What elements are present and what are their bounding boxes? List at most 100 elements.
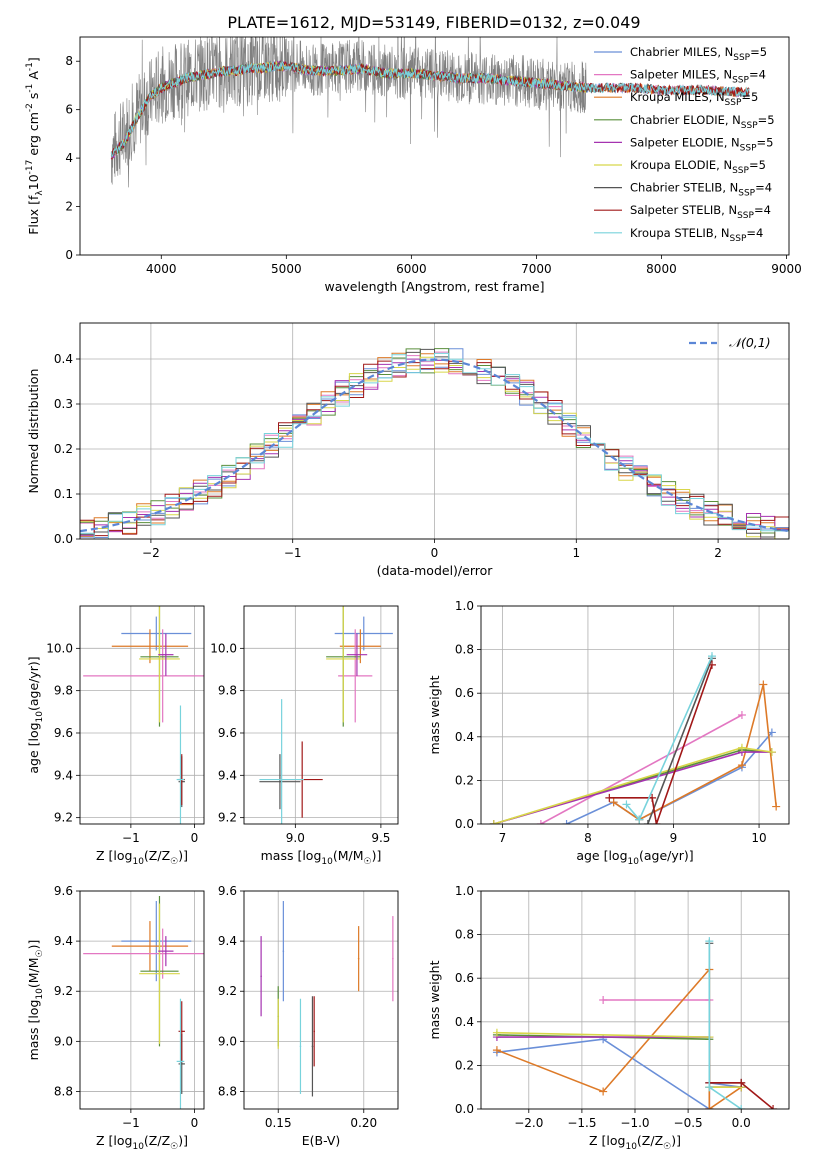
residuals-xlabel: (data-model)/error <box>377 563 494 578</box>
age_massweight-ylabel: mass weight <box>427 675 442 754</box>
residuals-xtick-label: 0 <box>431 546 439 560</box>
observed-spectrum <box>111 37 587 188</box>
mass-weight-line <box>496 1038 742 1109</box>
residuals-ytick-label: 0.4 <box>54 352 73 366</box>
z_massweight-ytick-label: 1.0 <box>455 884 474 898</box>
mass-weight-marker <box>489 820 498 824</box>
mass-weight-marker <box>705 1083 714 1092</box>
mass_age-frame <box>243 605 399 825</box>
mass-weight-marker <box>708 652 716 661</box>
data-point <box>279 780 281 783</box>
z_massweight-ytick-label: 0.4 <box>455 1015 474 1029</box>
residuals-xtick-label: −2 <box>142 546 160 560</box>
mass-weight-marker <box>599 1087 608 1096</box>
data-point <box>165 950 167 952</box>
mass-weight-marker <box>737 1105 746 1109</box>
residuals-plot-area <box>80 348 789 539</box>
spectrum-ytick-label: 6 <box>65 103 73 117</box>
ebv_mass-ytick-label: 9.0 <box>218 1034 237 1048</box>
z_age-xtick-label: −1 <box>122 831 140 845</box>
age_massweight-xtick-label: 7 <box>499 831 507 845</box>
data-point <box>357 957 360 960</box>
z_massweight-ytick-label: 0.6 <box>455 971 474 985</box>
mass-weight-line <box>566 731 773 824</box>
legend-entry: Salpeter STELIB, NSSP=4 <box>630 203 771 221</box>
residual-histogram <box>80 360 789 537</box>
mass_age-ytick-label: 10.0 <box>210 641 237 655</box>
spectrum-xtick-label: 8000 <box>646 262 677 276</box>
legend-entry: Kroupa MILES, NSSP=5 <box>630 90 758 108</box>
data-point <box>280 778 283 781</box>
residuals-ytick-label: 0.1 <box>54 487 73 501</box>
z_massweight-xlabel: Z [log10(Z/Z☉)] <box>589 1133 681 1152</box>
mass-weight-line <box>496 1031 742 1088</box>
data-point <box>311 1045 314 1048</box>
mass-weight-marker <box>767 728 776 737</box>
figure-title: PLATE=1612, MJD=53149, FIBERID=0132, z=0… <box>227 13 640 32</box>
residuals-ytick-label: 0.3 <box>54 397 73 411</box>
z_massweight-ytick-label: 0.0 <box>455 1102 474 1116</box>
spectrum-xtick-label: 9000 <box>771 262 802 276</box>
data-point <box>155 940 158 942</box>
age_massweight-ytick-label: 0.2 <box>455 773 474 787</box>
mass-weight-marker <box>605 793 614 802</box>
data-point <box>161 952 164 955</box>
mass-weight-marker <box>708 660 716 669</box>
mass-weight-marker <box>652 820 661 824</box>
residuals-ytick-label: 0.0 <box>54 532 73 546</box>
mass-weight-line <box>496 1034 742 1088</box>
spectrum-ytick-label: 4 <box>65 151 73 165</box>
z_age-ytick-label: 9.6 <box>54 726 73 740</box>
z_mass-ytick-label: 9.0 <box>54 1034 73 1048</box>
z_age-ytick-label: 9.8 <box>54 684 73 698</box>
ebv_mass-xtick-label: 0.15 <box>265 1116 292 1130</box>
data-point <box>165 653 167 656</box>
age_massweight-plot-area <box>489 652 781 824</box>
age_massweight-xlabel: age [log10(age/yr)] <box>576 848 693 867</box>
normal-curve <box>80 358 789 533</box>
data-point <box>180 1063 183 1065</box>
z_age-ylabel: age [log10(age/yr)] <box>26 656 45 773</box>
spectrum-xtick-label: 5000 <box>271 262 302 276</box>
mass_age-xtick-label: 9.0 <box>286 831 305 845</box>
legend-entry: Chabrier STELIB, NSSP=4 <box>630 181 772 199</box>
ebv_mass-ytick-label: 9.4 <box>218 934 237 948</box>
age_massweight-xtick-label: 9 <box>670 831 678 845</box>
z_mass-frame <box>79 890 205 1110</box>
legend-entry: Salpeter ELODIE, NSSP=5 <box>630 135 773 153</box>
z_massweight-xtick-label: −2.0 <box>514 1116 543 1130</box>
z_massweight-xtick-label: −0.5 <box>674 1116 703 1130</box>
spectrum-ylabel: Flux [fλ10-17 erg cm-2 s-1 A-1] <box>25 57 45 235</box>
mass-weight-marker <box>737 711 746 719</box>
mass-weight-marker <box>772 802 781 811</box>
z_mass-xtick-label: 0 <box>191 1116 199 1130</box>
data-point <box>158 658 161 660</box>
mass-weight-marker <box>562 820 571 824</box>
z_mass-plot-area <box>83 896 204 1109</box>
mass_age-xlabel: mass [log10(M/M☉)] <box>261 848 382 867</box>
ebv_mass-xtick-label: 0.20 <box>350 1116 377 1130</box>
residuals-ylabel: Normed distribution <box>26 369 41 494</box>
legend-entry: 𝒩(0,1) <box>729 335 771 350</box>
data-point <box>299 1045 302 1048</box>
ebv_mass-plot-area <box>260 901 394 1097</box>
spectrum-plot-area <box>110 37 750 188</box>
z_massweight-frame <box>480 890 790 1110</box>
data-point <box>392 957 394 960</box>
z_massweight-plot-area <box>492 937 778 1109</box>
spectrum-ytick-label: 8 <box>65 54 73 68</box>
age_massweight-ytick-label: 0.6 <box>455 686 474 700</box>
data-point <box>260 975 262 977</box>
mass-weight-marker <box>767 748 776 757</box>
data-point <box>313 1030 315 1033</box>
ebv_mass-frame <box>243 890 399 1110</box>
residuals-ytick-label: 0.2 <box>54 442 73 456</box>
mass-weight-line <box>540 714 743 824</box>
mass-weight-marker <box>492 1046 501 1055</box>
spectrum-ytick-label: 2 <box>65 200 73 214</box>
spectrum-xtick-label: 7000 <box>521 262 552 276</box>
mass-weight-marker <box>705 937 714 946</box>
mass-weight-marker <box>609 798 618 807</box>
z_age-xtick-label: 0 <box>191 831 199 845</box>
